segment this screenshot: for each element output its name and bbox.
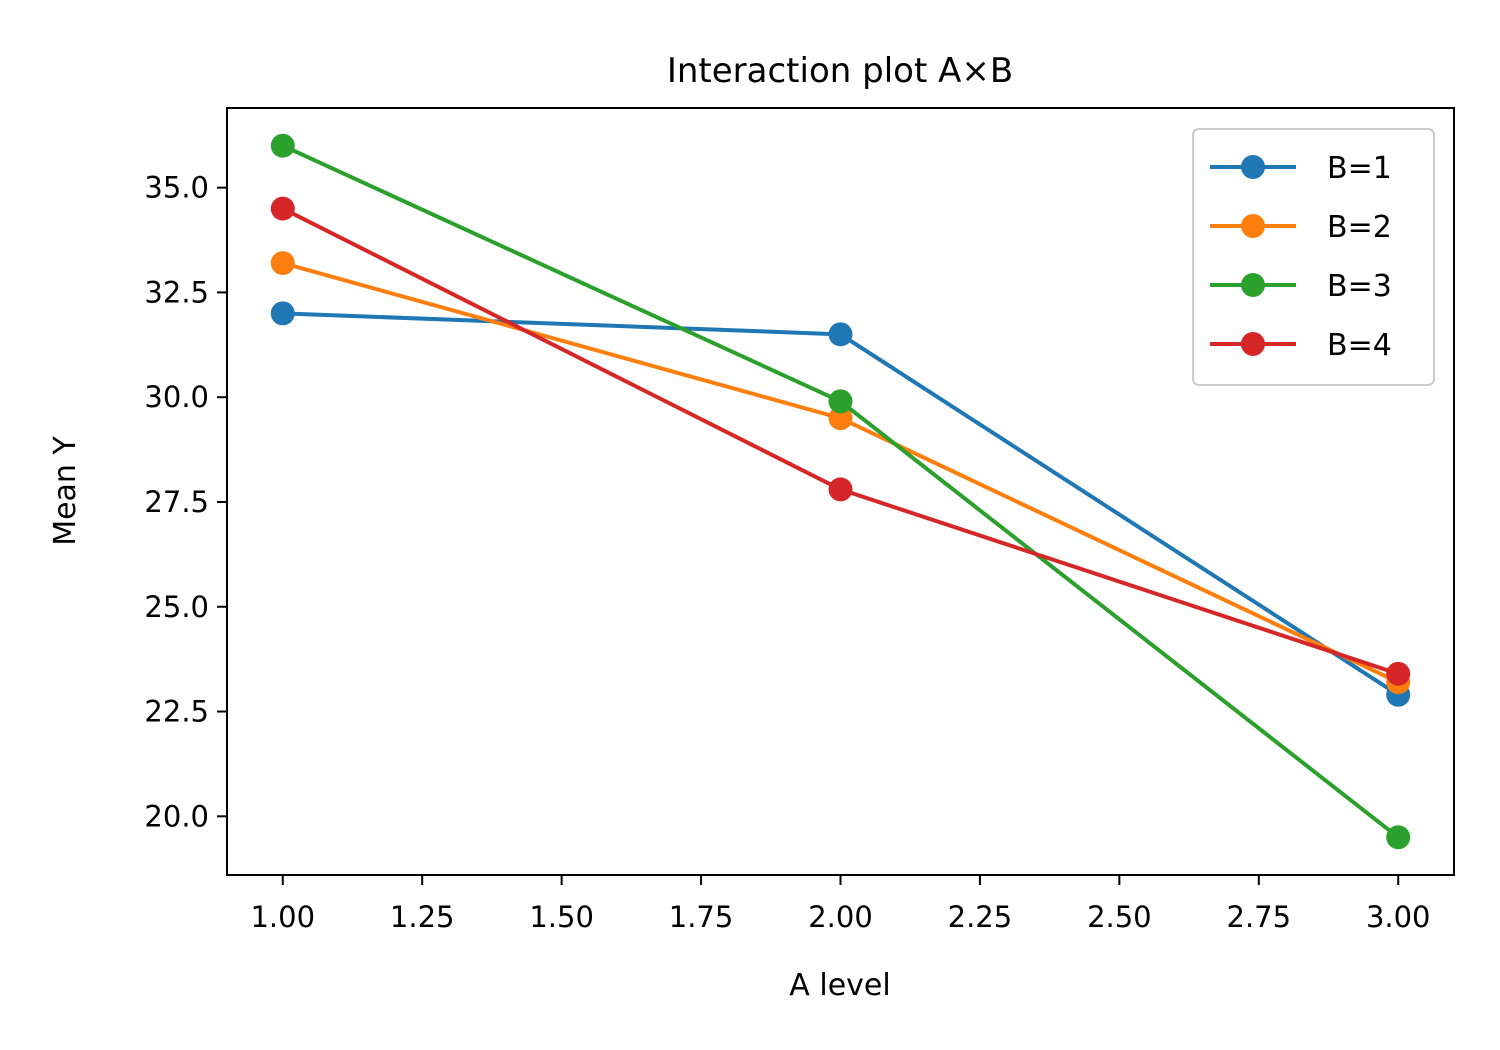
legend-label: B=1 bbox=[1327, 151, 1392, 186]
y-tick-label: 35.0 bbox=[144, 171, 209, 205]
y-tick-label: 22.5 bbox=[144, 695, 209, 729]
y-tick-label: 20.0 bbox=[144, 799, 209, 833]
legend-swatch-marker bbox=[1241, 332, 1265, 356]
plot-frame bbox=[226, 107, 1455, 876]
y-axis-label: Mean Y bbox=[48, 436, 83, 546]
x-tick-label: 1.75 bbox=[669, 900, 734, 934]
legend-box bbox=[1192, 128, 1435, 386]
x-axis-ticks: 1.00 1.25 1.50 1.75 2.00 2.25 2.50 2.75 3.00 bbox=[250, 875, 1431, 934]
legend-swatch-marker bbox=[1241, 273, 1265, 297]
y-tick-label: 27.5 bbox=[144, 485, 209, 519]
x-tick-label: 1.25 bbox=[390, 900, 455, 934]
x-tick-label: 2.25 bbox=[948, 900, 1013, 934]
x-tick-label: 3.00 bbox=[1366, 900, 1431, 934]
legend-swatch-marker bbox=[1241, 214, 1265, 238]
y-tick-label: 30.0 bbox=[144, 380, 209, 414]
y-tick-label: 32.5 bbox=[144, 275, 209, 309]
data-point-b3 bbox=[270, 133, 295, 158]
y-axis-ticks: 20.0 22.5 25.0 27.5 30.0 32.5 35.0 bbox=[144, 171, 227, 833]
legend-label: B=3 bbox=[1327, 269, 1392, 304]
legend-label: B=4 bbox=[1327, 328, 1392, 363]
x-tick-label: 2.75 bbox=[1227, 900, 1292, 934]
legend-swatch-marker bbox=[1241, 155, 1265, 179]
legend-label: B=2 bbox=[1327, 210, 1392, 245]
y-tick-label: 25.0 bbox=[144, 590, 209, 624]
data-point-b3 bbox=[1386, 825, 1411, 850]
data-point-b2 bbox=[828, 406, 853, 431]
chart-title: Interaction plot A×B bbox=[667, 51, 1013, 91]
x-axis-label: A level bbox=[789, 968, 890, 1003]
x-tick-label: 1.00 bbox=[250, 900, 315, 934]
legend: B=1 B=2 B=3 B=4 bbox=[1192, 128, 1435, 386]
x-tick-label: 2.50 bbox=[1087, 900, 1152, 934]
data-point-b4 bbox=[828, 477, 853, 502]
x-tick-label: 1.50 bbox=[529, 900, 594, 934]
data-point-b3 bbox=[828, 389, 853, 414]
x-tick-label: 2.00 bbox=[808, 900, 873, 934]
data-point-b1 bbox=[828, 322, 853, 347]
data-point-b4 bbox=[270, 196, 295, 221]
plot-series bbox=[270, 133, 1411, 850]
data-point-b1 bbox=[270, 301, 295, 326]
data-point-b4 bbox=[1386, 661, 1411, 686]
data-point-b2 bbox=[270, 251, 295, 276]
